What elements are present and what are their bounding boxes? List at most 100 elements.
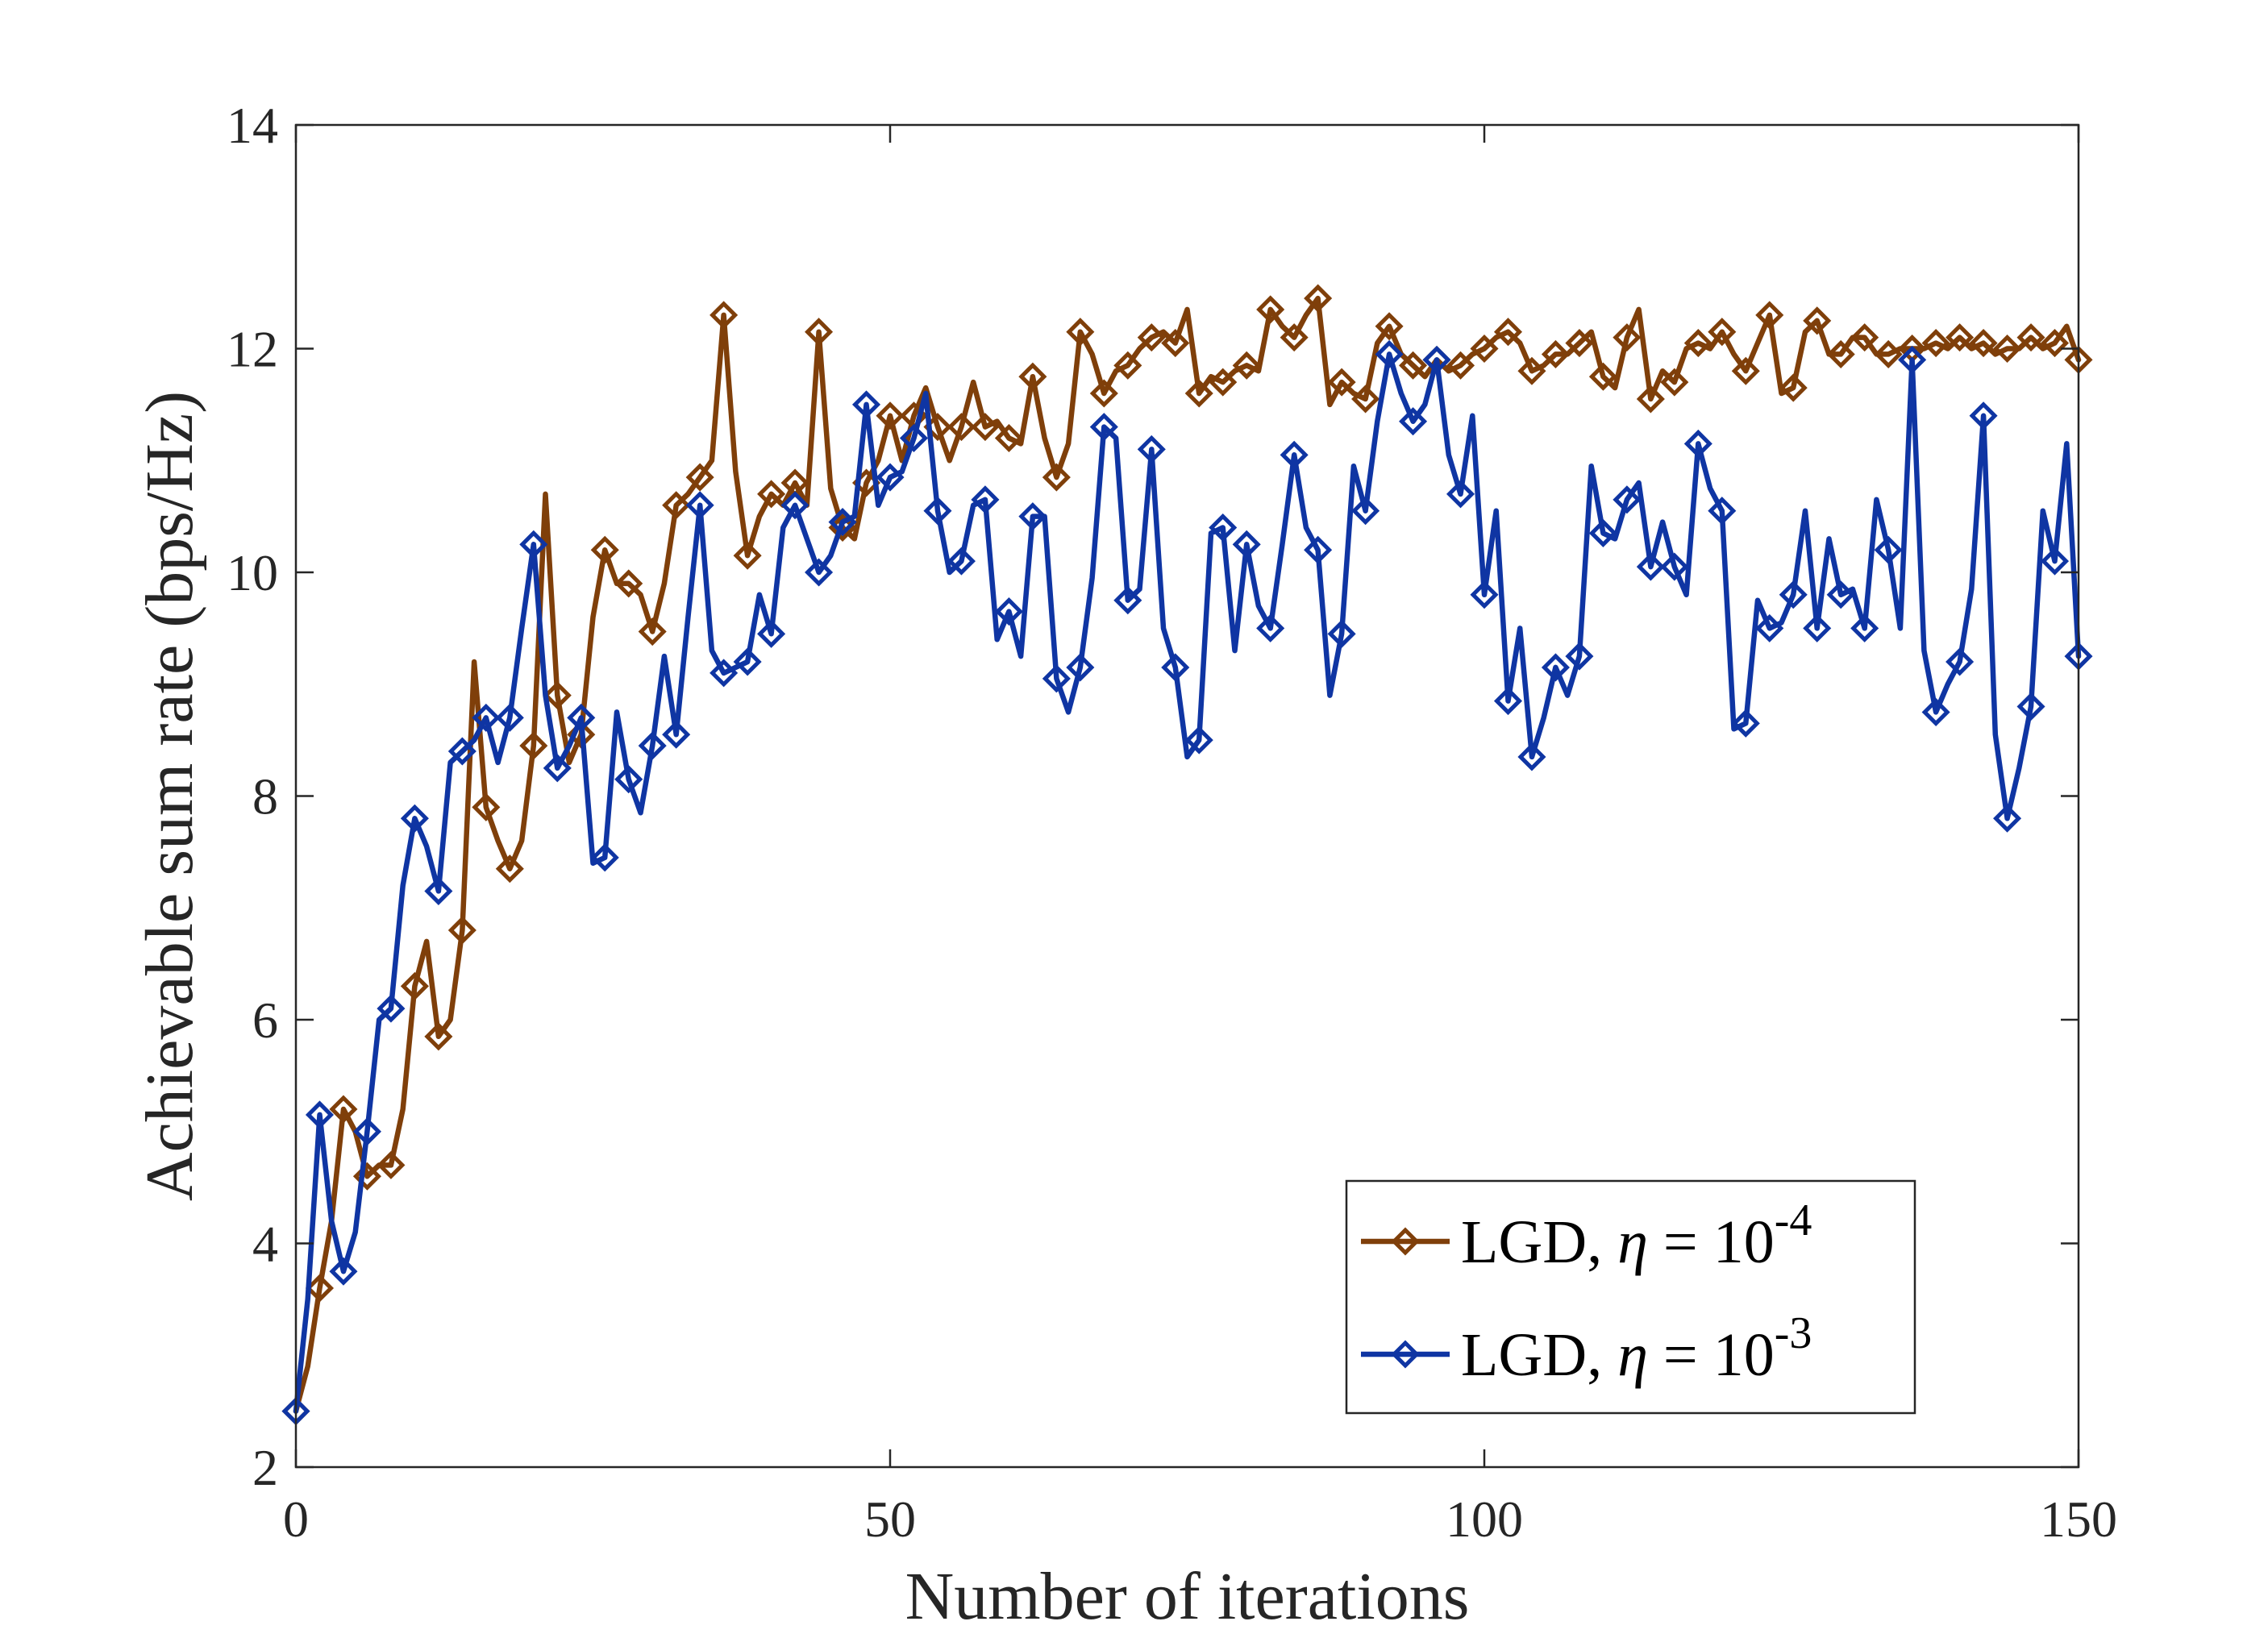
y-tick-label: 4 <box>252 1216 278 1273</box>
series-1-marker <box>424 1022 453 1051</box>
series-2-marker <box>1280 440 1309 469</box>
series-1-marker <box>1660 368 1689 397</box>
series-1-marker <box>1470 334 1499 364</box>
y-axis-label: Achievable sum rate (bps/Hz) <box>132 391 207 1201</box>
series-2-marker <box>1636 552 1665 581</box>
series-1-marker <box>1969 329 1998 358</box>
series-1-marker <box>710 301 739 330</box>
series-2-marker <box>1588 518 1617 547</box>
series-1-marker <box>1184 379 1213 408</box>
series-2-marker <box>1113 586 1142 615</box>
series-2-marker <box>899 423 929 453</box>
legend-box <box>1345 1179 1916 1415</box>
series-2-marker <box>495 703 524 732</box>
series-1-marker <box>1042 463 1071 492</box>
series-1-line <box>293 295 2082 1414</box>
series-2-marker <box>543 754 572 783</box>
series-2-marker <box>1184 725 1213 755</box>
series-2-marker <box>1089 413 1118 442</box>
series-1-marker <box>1708 318 1737 347</box>
series-1-marker <box>1446 351 1475 380</box>
series-2-line <box>293 351 2082 1414</box>
series-2-marker <box>638 731 667 760</box>
series-1-marker <box>1066 318 1095 347</box>
series-2-marker <box>1541 653 1570 682</box>
series-2-marker <box>662 720 691 749</box>
series-1-marker <box>1755 301 1784 330</box>
series-2-marker <box>2040 547 2070 576</box>
series-1-marker <box>1683 329 1712 358</box>
series-1-marker <box>1161 329 1190 358</box>
series-2-marker <box>1446 480 1475 509</box>
series-2-marker <box>1731 709 1760 738</box>
series-1-marker <box>1850 323 1879 352</box>
series-2-marker <box>1399 407 1428 436</box>
series-2-marker <box>851 390 881 419</box>
series-1-marker <box>1327 368 1356 397</box>
series-2-marker <box>1042 664 1071 693</box>
y-tick-label: 2 <box>252 1439 278 1496</box>
legend-label-exponent: -3 <box>1775 1308 1812 1358</box>
legend-label-prefix: LGD, <box>1461 1208 1617 1276</box>
y-tick-label: 12 <box>227 321 278 378</box>
series-1-marker <box>329 1095 358 1124</box>
legend-label-symbol: η <box>1617 1321 1648 1389</box>
series-2-marker <box>1565 642 1594 671</box>
series-2-marker <box>805 558 834 587</box>
series-1-marker <box>1089 379 1118 408</box>
legend-label-symbol: η <box>1617 1208 1648 1276</box>
series-1-marker <box>1280 323 1309 352</box>
series-2 <box>281 339 2093 1426</box>
legend-label-mid: = 10 <box>1648 1208 1775 1276</box>
axes: 0 50 100 150 2 4 6 8 10 12 14 Number of iterations A… <box>132 97 2117 1634</box>
series-2-marker <box>1422 345 1451 374</box>
series-2-marker <box>1066 653 1095 682</box>
series-1-marker <box>1517 356 1546 385</box>
series-1-marker <box>305 1274 335 1303</box>
legend-label: LGD, η = 10-4 <box>1461 1195 1812 1276</box>
y-tick-label: 10 <box>227 544 278 601</box>
series-1-marker <box>495 854 524 883</box>
series-2-marker <box>1613 485 1642 514</box>
series-2-marker <box>1708 497 1737 526</box>
series-2-marker <box>1232 530 1261 559</box>
series-1-marker <box>947 413 976 442</box>
series-1-marker <box>1137 323 1166 352</box>
series-2-marker <box>472 703 501 732</box>
legend-entry-1: LGD, η = 10-4 <box>1361 1195 1812 1276</box>
series-1-marker <box>1945 323 1975 352</box>
series-2-marker <box>971 485 1000 514</box>
series-1-marker <box>614 569 643 598</box>
series-2-marker <box>1755 613 1784 642</box>
series-1-marker <box>757 480 786 509</box>
series-1-marker <box>400 971 429 1000</box>
series-1-marker <box>543 681 572 710</box>
series-1-marker <box>1803 306 1832 335</box>
series-2-marker <box>1304 535 1333 564</box>
series-1-marker <box>1874 339 1903 368</box>
x-tick-label: 100 <box>1446 1490 1523 1548</box>
series-2-marker <box>1945 647 1975 676</box>
series-1-marker <box>1375 312 1404 341</box>
series-1-marker <box>1993 334 2022 364</box>
x-tick-label: 0 <box>283 1490 309 1548</box>
series-2-marker <box>1660 552 1689 581</box>
series-1-marker <box>1921 329 1950 358</box>
x-tick-label: 150 <box>2040 1490 2117 1548</box>
series-1-marker <box>662 491 691 520</box>
series-2-marker <box>828 508 857 537</box>
series-1-marker <box>1304 284 1333 313</box>
legend-label-prefix: LGD, <box>1461 1321 1617 1389</box>
series-2-marker <box>377 994 406 1023</box>
series-2-marker <box>614 765 643 794</box>
x-axis-label: Number of iterations <box>905 1559 1470 1634</box>
legend-label-exponent: -4 <box>1775 1195 1812 1245</box>
series-1-marker <box>1731 356 1760 385</box>
series-2-marker <box>1826 580 1855 609</box>
series-2-marker <box>447 737 476 766</box>
y-tick-label: 8 <box>252 768 278 825</box>
legend-marker <box>1391 1227 1420 1256</box>
series-1-marker <box>1779 373 1808 402</box>
series-2-marker <box>710 659 739 688</box>
